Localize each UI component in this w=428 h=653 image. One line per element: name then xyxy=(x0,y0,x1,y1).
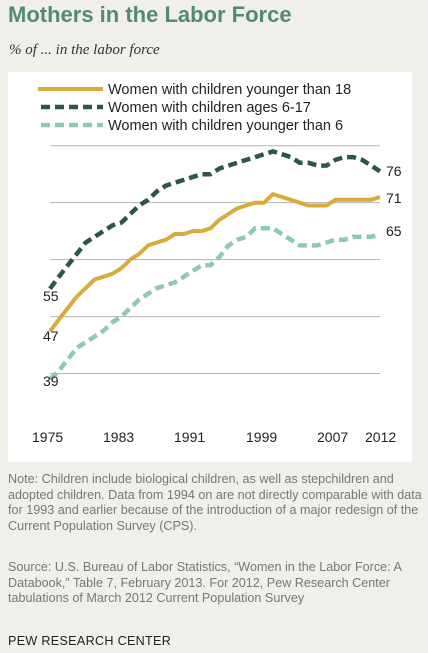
chart-note: Note: Children include biological childr… xyxy=(8,472,422,533)
line-chart: Women with children younger than 18 Wome… xyxy=(32,82,402,445)
chart-title: Mothers in the Labor Force xyxy=(8,2,292,27)
legend-item-under-6: Women with children younger than 6 xyxy=(41,118,343,134)
x-tick-2012: 2012 xyxy=(365,429,396,445)
gridlines xyxy=(50,145,380,375)
series-line-under-18 xyxy=(48,192,381,333)
legend-label-under-18: Women with children younger than 18 xyxy=(108,82,351,98)
end-value-labels: 76 71 65 xyxy=(386,163,402,239)
start-label-6-17: 55 xyxy=(43,288,59,304)
start-label-under-18: 47 xyxy=(43,328,59,344)
series-line-under-6 xyxy=(48,226,381,381)
legend-item-under-18: Women with children younger than 18 xyxy=(38,82,351,98)
x-tick-1975: 1975 xyxy=(32,429,63,445)
legend-label-under-6: Women with children younger than 6 xyxy=(108,118,343,134)
legend-item-6-17: Women with children ages 6-17 xyxy=(41,100,311,116)
series-line-6-17 xyxy=(48,149,382,291)
x-tick-1999: 1999 xyxy=(246,429,277,445)
chart-subtitle: % of ... in the labor force xyxy=(9,42,160,58)
legend-label-6-17: Women with children ages 6-17 xyxy=(108,100,311,116)
x-tick-2007: 2007 xyxy=(317,429,348,445)
legend: Women with children younger than 18 Wome… xyxy=(38,82,351,134)
chart-panel: Women with children younger than 18 Wome… xyxy=(8,72,412,462)
x-tick-1991: 1991 xyxy=(174,429,205,445)
end-label-6-17: 76 xyxy=(386,163,402,179)
series-lines xyxy=(48,149,382,381)
x-axis-ticks: 1975 1983 1991 1999 2007 2012 xyxy=(32,429,396,445)
chart-source: Source: U.S. Bureau of Labor Statistics,… xyxy=(8,560,402,606)
x-tick-1983: 1983 xyxy=(103,429,134,445)
end-label-under-6: 65 xyxy=(386,223,402,239)
start-label-under-6: 39 xyxy=(43,373,59,389)
footer-credit: PEW RESEARCH CENTER xyxy=(8,634,172,648)
start-value-labels: 55 47 39 xyxy=(43,288,59,389)
end-label-under-18: 71 xyxy=(386,190,402,206)
